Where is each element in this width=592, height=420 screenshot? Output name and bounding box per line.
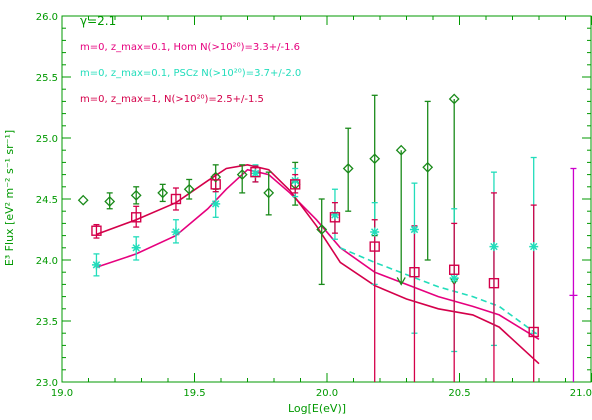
diamond-marker (448, 93, 460, 105)
y-tick-label: 23.5 (36, 317, 58, 328)
y-tick-label: 25.0 (36, 134, 58, 145)
diamond-marker (210, 171, 222, 183)
legend-hom-annotation: m=0, z_max=0.1, Hom N(>10²⁰)=3.3+/-1.6 (80, 42, 300, 53)
y-tick-label: 26.0 (36, 12, 58, 23)
gamma-annotation: γ=2.1 (80, 14, 116, 28)
asterisk-marker (409, 225, 419, 234)
diamond-marker (130, 189, 142, 201)
diamond-marker (157, 187, 169, 199)
asterisk-marker (529, 242, 539, 252)
x-axis-label: Log[E(eV)] (288, 402, 346, 415)
y-tick-label: 24.5 (36, 195, 58, 206)
asterisk-marker (171, 227, 181, 237)
diamond-marker (236, 169, 248, 181)
diamond-marker (263, 187, 275, 199)
asterisk-marker (131, 243, 141, 253)
model-line-dashed (339, 247, 540, 337)
square-marker (449, 264, 460, 275)
square-marker (409, 267, 420, 278)
y-tick-label: 23.0 (36, 378, 58, 389)
error-bars-layer (93, 94, 577, 382)
upper-limit-arrow (396, 277, 406, 286)
asterisk-marker (250, 168, 260, 178)
asterisk-marker (290, 176, 300, 186)
diamond-marker (183, 183, 195, 195)
y-axis-label: E³ Flux [eV² m⁻² s⁻¹ sr⁻¹] (3, 130, 16, 266)
x-tick-label: 19.0 (51, 388, 73, 399)
square-marker (210, 179, 221, 190)
diamond-marker (395, 144, 407, 156)
diamond-marker (369, 153, 381, 165)
square-marker (250, 166, 261, 178)
square-marker (130, 212, 142, 223)
legend-pscz-annotation: m=0, z_max=0.1, PSCz N(>10²⁰)=3.7+/-2.0 (80, 68, 301, 79)
legend-zmax1-annotation: m=0, z_max=1, N(>10²⁰)=2.5+/-1.5 (80, 94, 264, 105)
markers-layer (77, 93, 578, 338)
square-marker (528, 326, 539, 338)
asterisk-marker (449, 273, 459, 283)
asterisk-marker (91, 260, 101, 270)
x-tick-label: 20.0 (316, 388, 338, 399)
asterisk-marker (211, 199, 221, 209)
x-tick-label: 21.0 (570, 388, 592, 399)
square-marker (91, 225, 102, 236)
y-tick-label: 25.5 (36, 73, 58, 84)
diamond-marker (77, 194, 89, 206)
asterisk-marker (489, 242, 499, 252)
square-marker (290, 179, 301, 190)
y-tick-label: 24.0 (36, 256, 58, 267)
asterisk-marker (330, 210, 340, 220)
x-tick-label: 19.5 (183, 388, 205, 399)
square-marker (329, 212, 341, 223)
square-marker (170, 193, 182, 205)
diamond-marker (316, 224, 328, 235)
diamond-marker (422, 161, 434, 173)
diamond-marker (104, 196, 116, 207)
asterisk-marker (370, 227, 380, 237)
x-tick-label: 20.5 (448, 388, 470, 399)
model-line (96, 168, 540, 340)
plus-marker (569, 291, 578, 300)
diamond-marker (342, 163, 354, 174)
square-marker (488, 277, 500, 289)
axes-layer: 19.0 19.5 20.0 20.5 21.0 23.0 23.5 24.0 24.5 25.0… (36, 12, 592, 399)
square-marker (369, 241, 380, 252)
